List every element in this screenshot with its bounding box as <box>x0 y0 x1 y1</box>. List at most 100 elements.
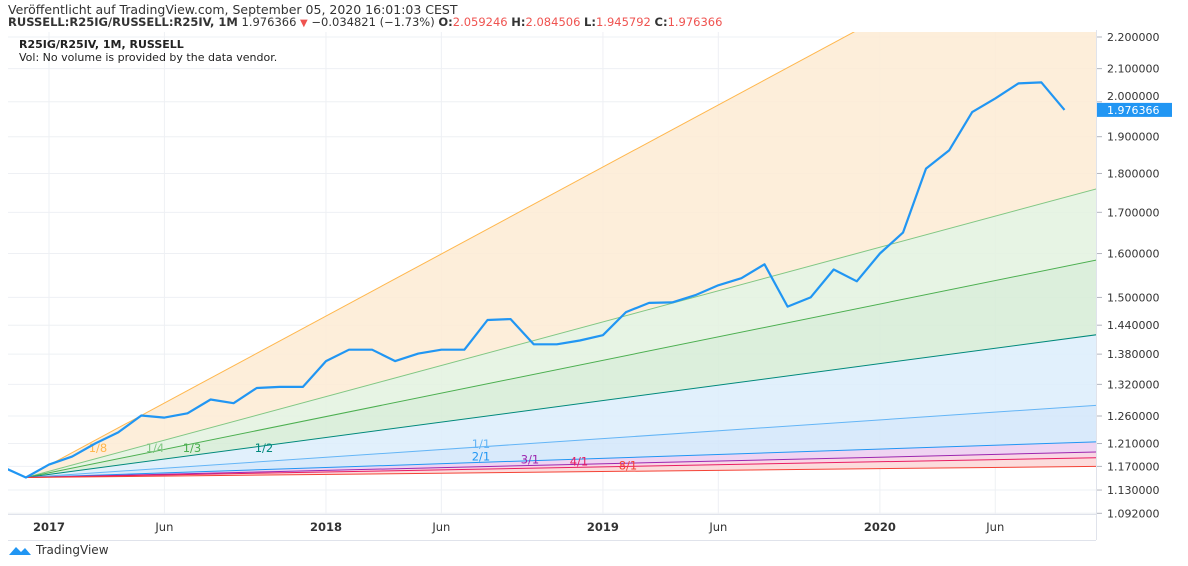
data-point <box>487 319 489 321</box>
data-point <box>163 417 165 419</box>
data-point <box>302 386 304 388</box>
fan-line <box>25 188 1096 479</box>
gann-fan[interactable]: 1/8 1/4 1/3 1/2 1/12/1 3/1 4/1 8/1 <box>25 0 1097 479</box>
data-point <box>256 387 258 389</box>
data-point <box>625 311 627 313</box>
fan-label: 8/1 <box>619 458 638 472</box>
data-point <box>763 263 765 265</box>
high-label: H: <box>511 15 526 29</box>
last-price: 1.976366 <box>241 15 297 29</box>
data-point <box>371 349 373 351</box>
y-tick-label: 1.130000 <box>1107 484 1160 497</box>
price-series[interactable] <box>2 81 1066 479</box>
data-point <box>533 343 535 345</box>
data-point <box>71 456 73 458</box>
low-label: L: <box>584 15 596 29</box>
data-point <box>1017 82 1019 84</box>
legend-title: R25IG/R25IV, 1M, RUSSELL <box>19 38 184 51</box>
data-point <box>279 386 281 388</box>
fan-label: 1/3 <box>183 441 202 455</box>
close-value: 1.976366 <box>667 15 723 29</box>
data-point <box>902 232 904 234</box>
data-point <box>48 464 50 466</box>
symbol-bar: RUSSELL:R25IG/RUSSELL:R25IV, 1M 1.976366… <box>8 15 722 29</box>
y-tick-label: 1.320000 <box>1107 378 1160 391</box>
fan-label: 1/4 <box>146 441 165 455</box>
last-price-badge <box>1097 102 1172 117</box>
y-tick-label: 1.170000 <box>1107 460 1160 473</box>
y-tick-label: 1.800000 <box>1107 167 1160 180</box>
data-point <box>694 294 696 296</box>
y-tick-label: 1.210000 <box>1107 438 1160 451</box>
data-point <box>717 284 719 286</box>
fan-line <box>25 451 1096 479</box>
data-point <box>810 296 812 298</box>
data-point <box>440 349 442 351</box>
data-point <box>856 280 858 282</box>
x-tick-label: Jun <box>154 520 173 534</box>
brand-label: TradingView <box>36 543 109 557</box>
low-value: 1.945792 <box>595 15 651 29</box>
y-tick-label: 1.500000 <box>1107 291 1160 304</box>
fan-lines <box>25 32 1096 479</box>
data-point <box>740 277 742 279</box>
data-point <box>1040 81 1042 83</box>
fan-label: 1/2 <box>255 441 274 455</box>
data-point <box>25 477 27 479</box>
fan-line <box>25 457 1096 479</box>
symbol-name[interactable]: RUSSELL:R25IG/RUSSELL:R25IV, 1M <box>8 15 238 29</box>
last-price-badge-label: 1.976366 <box>1107 104 1160 117</box>
high-value: 2.084506 <box>525 15 581 29</box>
fan-fill-band <box>25 32 1096 478</box>
data-point <box>2 466 4 468</box>
tradingview-logo-icon <box>9 547 31 555</box>
data-point <box>787 306 789 308</box>
data-point <box>1064 109 1066 111</box>
fan-line <box>25 465 1096 479</box>
data-point <box>579 339 581 341</box>
fan-label: 2/1 <box>472 449 491 463</box>
y-tick-label: 1.440000 <box>1107 319 1160 332</box>
price-change: −0.034821 (−1.73%) <box>311 15 435 29</box>
data-point <box>394 360 396 362</box>
data-point <box>510 318 512 320</box>
y-tick-label: 2.200000 <box>1107 31 1160 44</box>
data-point <box>117 431 119 433</box>
data-point <box>994 97 996 99</box>
y-tick-label: 1.260000 <box>1107 410 1160 423</box>
published-note: Veröffentlicht auf TradingView.com, Sept… <box>8 2 458 17</box>
y-tick-label: 1.900000 <box>1107 131 1160 144</box>
axes: 2.200000 2.100000 2.000000 1.900000 1.800000… <box>8 30 1188 541</box>
x-tick-label: 2018 <box>310 520 342 534</box>
y-tick-label: 2.000000 <box>1107 90 1160 103</box>
chart-legend: R25IG/R25IV, 1M, RUSSELL Vol: No volume … <box>19 38 277 64</box>
open-label: O: <box>438 15 453 29</box>
data-point <box>186 412 188 414</box>
fan-label: 4/1 <box>570 454 589 468</box>
y-tick-label: 1.092000 <box>1107 507 1160 520</box>
fan-line <box>25 32 855 478</box>
legend-volume: Vol: No volume is provided by the data v… <box>19 51 278 64</box>
data-point <box>348 349 350 351</box>
data-point <box>971 111 973 113</box>
data-point <box>556 343 558 345</box>
x-tick-label: Jun <box>985 520 1004 534</box>
fan-line <box>25 259 1096 479</box>
tradingview-brand[interactable]: TradingView <box>8 543 109 557</box>
data-point <box>417 353 419 355</box>
close-label: C: <box>654 15 668 29</box>
data-point <box>463 349 465 351</box>
x-tick-label: 2020 <box>864 520 896 534</box>
fan-line <box>25 441 1096 479</box>
data-point <box>140 414 142 416</box>
x-tick-label: 2017 <box>33 520 65 534</box>
fan-line <box>25 404 1096 479</box>
down-triangle-icon: ▼ <box>300 18 308 29</box>
y-tick-label: 2.100000 <box>1107 63 1160 76</box>
y-tick-label: 1.380000 <box>1107 348 1160 361</box>
data-point <box>233 402 235 404</box>
price-line <box>8 81 1066 479</box>
data-point <box>210 398 212 400</box>
x-tick-label: Jun <box>431 520 450 534</box>
